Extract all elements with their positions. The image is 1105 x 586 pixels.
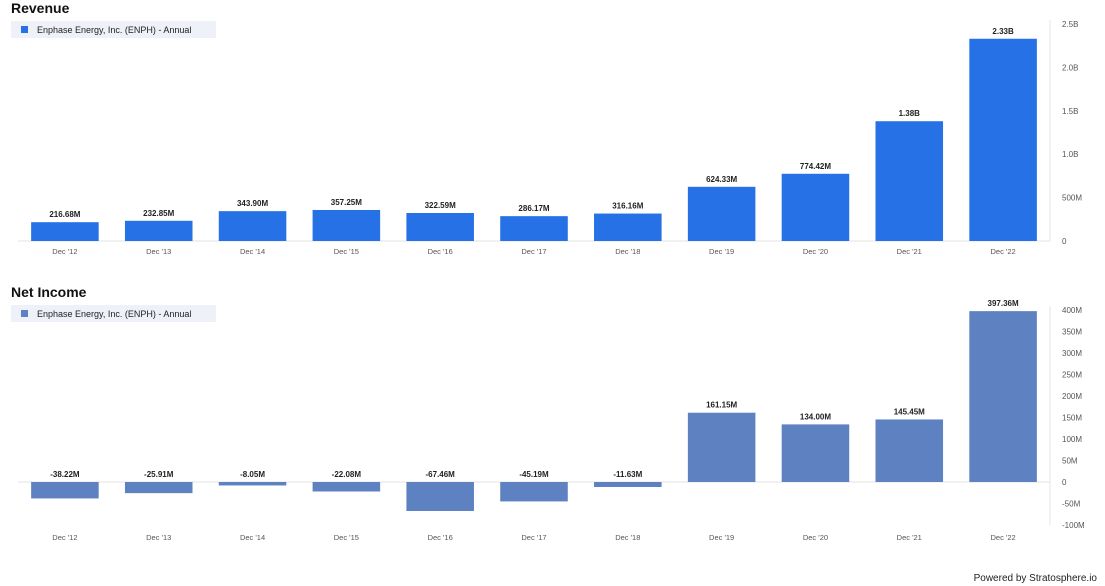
- net-income-x-tick-label: Dec '14: [240, 533, 265, 542]
- revenue-bar: [406, 212, 474, 241]
- net-income-bar: [875, 419, 944, 482]
- revenue-x-tick-label: Dec '16: [428, 247, 453, 256]
- net-income-legend-swatch: [21, 310, 28, 317]
- revenue-chart-panel: Revenue Enphase Energy, Inc. (ENPH) - An…: [0, 0, 1105, 270]
- net-income-y-tick-label: 250M: [1062, 371, 1082, 380]
- net-income-data-label: -25.91M: [144, 470, 174, 479]
- net-income-data-label: -67.46M: [426, 470, 456, 479]
- revenue-x-tick-label: Dec '20: [803, 247, 828, 256]
- net-income-y-tick-label: -50M: [1062, 500, 1081, 509]
- net-income-x-tick-label: Dec '20: [803, 533, 828, 542]
- revenue-x-tick-label: Dec '13: [146, 247, 171, 256]
- revenue-bar: [875, 121, 944, 241]
- revenue-legend-label: Enphase Energy, Inc. (ENPH) - Annual: [37, 24, 192, 35]
- revenue-x-tick-label: Dec '21: [897, 247, 922, 256]
- revenue-data-label: 624.33M: [706, 175, 737, 184]
- net-income-bar: [124, 482, 193, 494]
- revenue-bar: [781, 173, 850, 241]
- net-income-y-tick-label: 50M: [1062, 457, 1078, 466]
- net-income-bar-chart: -100M -50M 0 50M 100M 150M 200M 250M 300M 350M 400…: [18, 299, 1085, 542]
- revenue-x-tick-label: Dec '22: [990, 247, 1015, 256]
- net-income-data-label: 145.45M: [894, 407, 925, 416]
- revenue-data-label: 232.85M: [143, 209, 174, 218]
- net-income-y-tick-label: 400M: [1062, 306, 1082, 315]
- revenue-data-label: 322.59M: [425, 201, 456, 210]
- revenue-y-tick-label: 500M: [1062, 194, 1082, 203]
- net-income-y-tick-label: 350M: [1062, 328, 1082, 337]
- revenue-legend[interactable]: Enphase Energy, Inc. (ENPH) - Annual: [11, 21, 216, 38]
- revenue-y-tick-label: 2.5B: [1062, 20, 1078, 29]
- net-income-chart-title: Net Income: [11, 284, 87, 300]
- revenue-bar: [687, 186, 756, 241]
- net-income-y-tick-label: 150M: [1062, 414, 1082, 423]
- net-income-y-tick-label: -100M: [1062, 521, 1085, 530]
- net-income-legend[interactable]: Enphase Energy, Inc. (ENPH) - Annual: [11, 305, 216, 322]
- powered-by-link[interactable]: Powered by Stratosphere.io: [973, 573, 1097, 584]
- net-income-bar: [312, 482, 381, 492]
- net-income-data-label: 397.36M: [988, 299, 1019, 308]
- revenue-data-label: 774.42M: [800, 162, 831, 171]
- revenue-bar: [500, 216, 568, 241]
- revenue-data-label: 316.16M: [612, 202, 643, 211]
- revenue-bar-chart: 0 500M 1.0B 1.5B 2.0B 2.5B 216.68M Dec '12 232.8…: [18, 20, 1082, 256]
- net-income-x-tick-label: Dec '21: [897, 533, 922, 542]
- revenue-data-label: 2.33B: [992, 27, 1014, 36]
- revenue-data-label: 286.17M: [518, 204, 549, 213]
- net-income-y-tick-label: 300M: [1062, 349, 1082, 358]
- net-income-x-tick-label: Dec '17: [521, 533, 546, 542]
- net-income-data-label: -8.05M: [240, 470, 265, 479]
- revenue-x-tick-label: Dec '19: [709, 247, 734, 256]
- net-income-data-label: -45.19M: [519, 470, 549, 479]
- net-income-x-tick-label: Dec '15: [334, 533, 359, 542]
- revenue-y-tick-label: 2.0B: [1062, 63, 1078, 72]
- net-income-legend-label: Enphase Energy, Inc. (ENPH) - Annual: [37, 308, 192, 319]
- net-income-y-tick-label: 100M: [1062, 435, 1082, 444]
- net-income-bar: [218, 482, 287, 486]
- net-income-x-tick-label: Dec '18: [615, 533, 640, 542]
- net-income-data-label: 134.00M: [800, 412, 831, 421]
- revenue-x-tick-label: Dec '17: [521, 247, 546, 256]
- revenue-y-tick-label: 1.0B: [1062, 150, 1078, 159]
- revenue-bar: [124, 220, 193, 241]
- revenue-data-label: 1.38B: [899, 109, 921, 118]
- net-income-y-tick-label: 200M: [1062, 392, 1082, 401]
- net-income-x-tick-label: Dec '22: [990, 533, 1015, 542]
- revenue-bar: [312, 209, 381, 241]
- net-income-x-tick-label: Dec '13: [146, 533, 171, 542]
- revenue-data-label: 357.25M: [331, 198, 362, 207]
- revenue-bar: [594, 213, 662, 241]
- net-income-bar: [781, 424, 850, 482]
- revenue-data-label: 216.68M: [49, 210, 80, 219]
- net-income-data-label: -11.63M: [613, 470, 642, 479]
- net-income-data-label: 161.15M: [706, 401, 737, 410]
- revenue-data-label: 343.90M: [237, 199, 268, 208]
- revenue-bar: [31, 222, 99, 241]
- net-income-x-tick-label: Dec '16: [428, 533, 453, 542]
- revenue-x-tick-label: Dec '18: [615, 247, 640, 256]
- net-income-bar: [406, 482, 474, 512]
- net-income-chart-panel: Net Income Enphase Energy, Inc. (ENPH) -…: [0, 284, 1105, 554]
- net-income-y-tick-label: 0: [1062, 478, 1067, 487]
- net-income-bar: [969, 311, 1037, 482]
- revenue-bar: [969, 38, 1037, 242]
- net-income-x-tick-label: Dec '19: [709, 533, 734, 542]
- revenue-bar: [218, 211, 287, 241]
- net-income-bar: [500, 482, 568, 502]
- net-income-bar: [687, 412, 756, 482]
- revenue-y-tick-label: 1.5B: [1062, 107, 1078, 116]
- net-income-bar: [31, 482, 99, 499]
- revenue-x-tick-label: Dec '14: [240, 247, 265, 256]
- net-income-bar: [594, 482, 662, 488]
- net-income-x-tick-label: Dec '12: [52, 533, 77, 542]
- revenue-legend-swatch: [21, 26, 28, 33]
- net-income-data-label: -22.08M: [332, 470, 362, 479]
- revenue-y-tick-label: 0: [1062, 237, 1067, 246]
- revenue-x-tick-label: Dec '15: [334, 247, 359, 256]
- revenue-chart-title: Revenue: [11, 0, 70, 16]
- revenue-x-tick-label: Dec '12: [52, 247, 77, 256]
- net-income-data-label: -38.22M: [50, 470, 80, 479]
